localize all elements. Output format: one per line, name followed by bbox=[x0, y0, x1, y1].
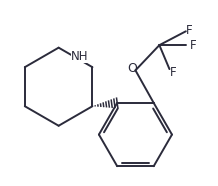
Text: F: F bbox=[186, 24, 192, 36]
Text: NH: NH bbox=[71, 50, 89, 63]
Text: O: O bbox=[128, 62, 137, 75]
Text: F: F bbox=[190, 39, 196, 52]
Text: F: F bbox=[169, 66, 176, 79]
